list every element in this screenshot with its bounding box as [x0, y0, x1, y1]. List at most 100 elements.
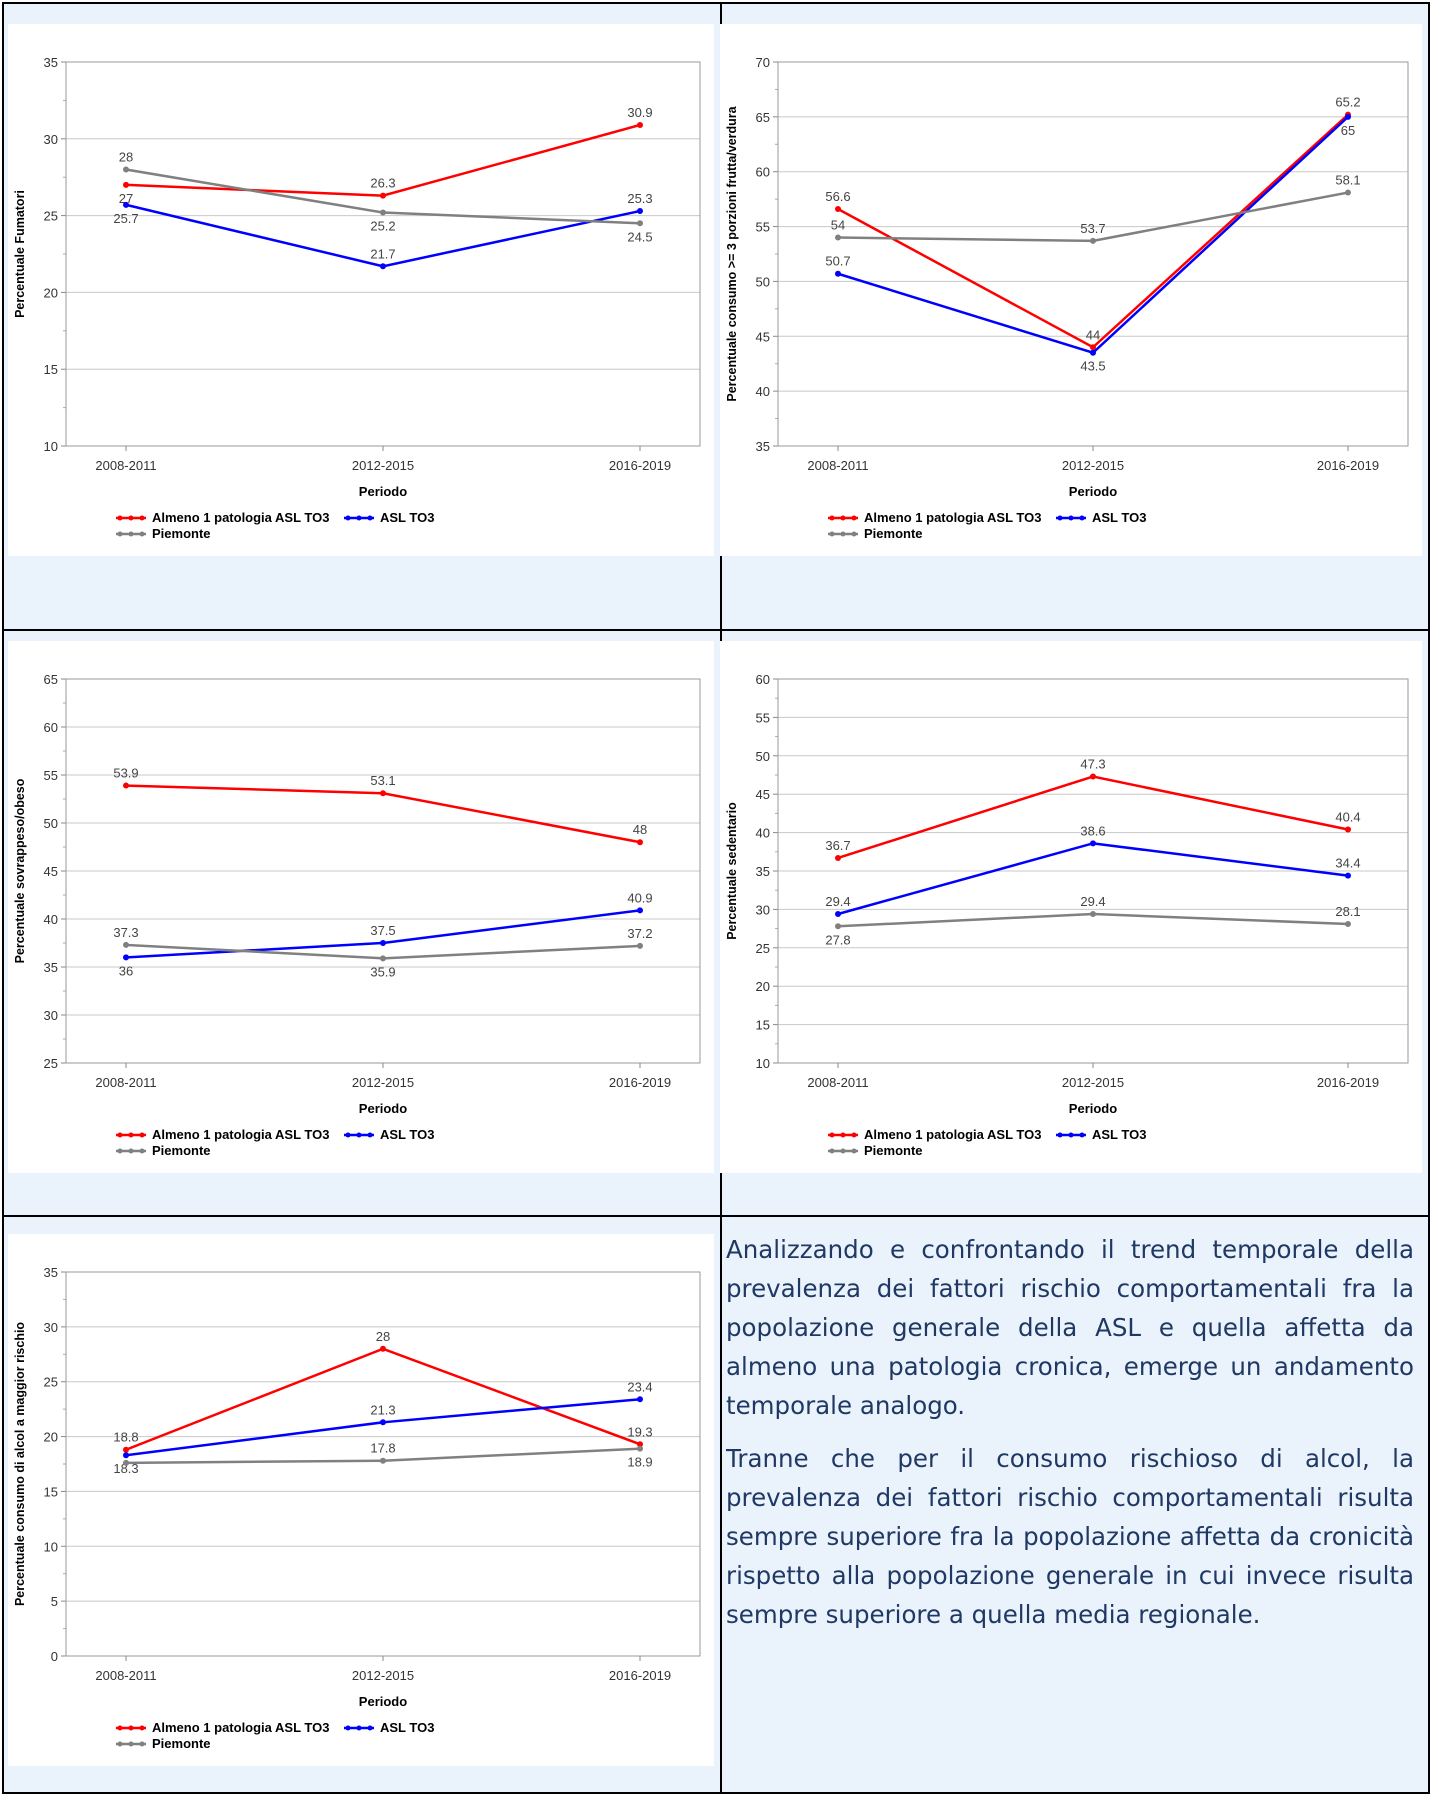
- data-label: 40.9: [627, 890, 652, 905]
- y-tick-label: 25: [44, 1056, 58, 1071]
- y-tick-label: 15: [756, 1018, 770, 1033]
- legend-swatch-dot: [139, 515, 145, 521]
- data-point: [380, 209, 386, 216]
- x-tick-label: 2016-2019: [1317, 458, 1379, 473]
- data-point: [1345, 920, 1351, 927]
- data-point: [123, 181, 129, 188]
- data-point: [637, 220, 643, 227]
- x-tick-label: 2016-2019: [1317, 1075, 1379, 1090]
- data-point: [123, 1446, 129, 1453]
- data-point: [380, 1457, 386, 1464]
- data-label: 65: [1341, 123, 1355, 138]
- legend-swatch-dot: [851, 531, 857, 537]
- overweight-chart: 25 30 35 40 45 50 55 60 65 2008-2011 2012-2015 2016…: [8, 641, 714, 1173]
- data-label: 34.4: [1335, 856, 1360, 871]
- legend-swatch-dot: [367, 1725, 373, 1731]
- data-point: [637, 942, 643, 949]
- legend-swatch-dot: [829, 531, 835, 537]
- data-point: [1090, 349, 1096, 356]
- data-point: [380, 1345, 386, 1352]
- data-point: [380, 940, 386, 946]
- sedentary-chart: 10 15 20 25 30 35 40 45 50 55 60 2008-2011 2012-2015…: [720, 641, 1422, 1173]
- data-label: 18.8: [113, 1430, 138, 1445]
- x-tick-label: 2016-2019: [609, 1075, 671, 1090]
- data-point: [1090, 840, 1096, 847]
- legend-swatch-dot: [128, 1725, 134, 1731]
- data-point: [123, 1459, 129, 1466]
- legend-swatch-dot: [829, 1132, 835, 1138]
- data-label: 38.6: [1080, 823, 1105, 838]
- y-tick-label: 55: [756, 220, 770, 235]
- x-tick-label: 2008-2011: [95, 458, 156, 473]
- y-tick-label: 60: [44, 720, 58, 735]
- legend-swatch-dot: [128, 1148, 134, 1154]
- y-tick-label: 65: [756, 110, 770, 125]
- x-tick-label: 2016-2019: [609, 458, 671, 473]
- legend-label: ASL TO3: [380, 510, 434, 525]
- y-axis-title: Percentuale sedentario: [725, 802, 739, 940]
- data-point: [637, 121, 643, 128]
- legend-swatch-dot: [117, 1725, 123, 1731]
- legend-swatch-dot: [367, 1132, 373, 1138]
- data-point: [637, 207, 643, 214]
- x-tick-label: 2008-2011: [95, 1668, 156, 1683]
- legend-swatch-dot: [356, 1132, 362, 1138]
- y-tick-label: 30: [44, 132, 58, 147]
- data-label: 48: [633, 822, 647, 837]
- data-point: [380, 1419, 386, 1426]
- data-point: [1345, 113, 1351, 120]
- data-label: 43.5: [1080, 359, 1105, 374]
- y-tick-label: 0: [51, 1649, 58, 1664]
- data-label: 58.1: [1335, 173, 1360, 188]
- legend-swatch-dot: [367, 515, 373, 521]
- legend-swatch-dot: [117, 515, 123, 521]
- x-tick-label: 2012-2015: [1062, 458, 1124, 473]
- legend-swatch-dot: [851, 515, 857, 521]
- y-tick-label: 50: [44, 816, 58, 831]
- data-point: [1090, 344, 1096, 351]
- y-tick-label: 25: [44, 209, 58, 224]
- legend-swatch-dot: [1057, 1132, 1063, 1138]
- legend-swatch-dot: [1057, 515, 1063, 521]
- commentary-paragraph-2: Tranne che per il consumo rischioso di a…: [726, 1444, 1414, 1629]
- data-label: 28: [119, 150, 133, 165]
- y-tick-label: 35: [44, 55, 58, 70]
- data-label: 37.2: [627, 926, 652, 941]
- y-tick-label: 50: [756, 274, 770, 289]
- legend-label: Piemonte: [152, 1143, 211, 1158]
- data-label: 28: [376, 1329, 390, 1344]
- legend-swatch-dot: [117, 1148, 123, 1154]
- data-point: [123, 954, 129, 961]
- legend-label: ASL TO3: [380, 1127, 434, 1142]
- legend-swatch-dot: [851, 1148, 857, 1154]
- legend-swatch-dot: [840, 515, 846, 521]
- legend-swatch-dot: [139, 531, 145, 537]
- data-point: [835, 234, 841, 241]
- data-label: 19.3: [627, 1424, 652, 1439]
- x-tick-label: 2008-2011: [95, 1075, 156, 1090]
- x-tick-label: 2008-2011: [807, 1075, 868, 1090]
- legend-label: Almeno 1 patologia ASL TO3: [864, 1127, 1041, 1142]
- data-point: [835, 270, 841, 277]
- legend-swatch-dot: [851, 1132, 857, 1138]
- legend-swatch-dot: [345, 515, 351, 521]
- data-label: 30.9: [627, 105, 652, 120]
- data-label: 28.1: [1335, 904, 1360, 919]
- x-axis-title: Periodo: [1069, 484, 1117, 499]
- x-tick-label: 2012-2015: [1062, 1075, 1124, 1090]
- data-label: 25.3: [627, 191, 652, 206]
- y-tick-label: 10: [44, 1539, 58, 1554]
- y-tick-label: 60: [756, 165, 770, 180]
- x-tick-label: 2012-2015: [352, 458, 414, 473]
- y-tick-label: 25: [44, 1375, 58, 1390]
- y-tick-label: 55: [44, 768, 58, 783]
- legend-label: ASL TO3: [380, 1720, 434, 1735]
- x-axis-title: Periodo: [359, 1101, 407, 1116]
- data-point: [1090, 773, 1096, 780]
- y-tick-label: 40: [756, 384, 770, 399]
- x-axis-title: Periodo: [359, 1694, 407, 1709]
- legend-swatch-dot: [128, 1741, 134, 1747]
- y-tick-label: 45: [756, 787, 770, 802]
- alcohol-risk-chart: 0 5 10 15 20 25 30 35 2008-2011 2012-2015 2016-201…: [8, 1234, 714, 1766]
- legend-swatch-dot: [117, 1132, 123, 1138]
